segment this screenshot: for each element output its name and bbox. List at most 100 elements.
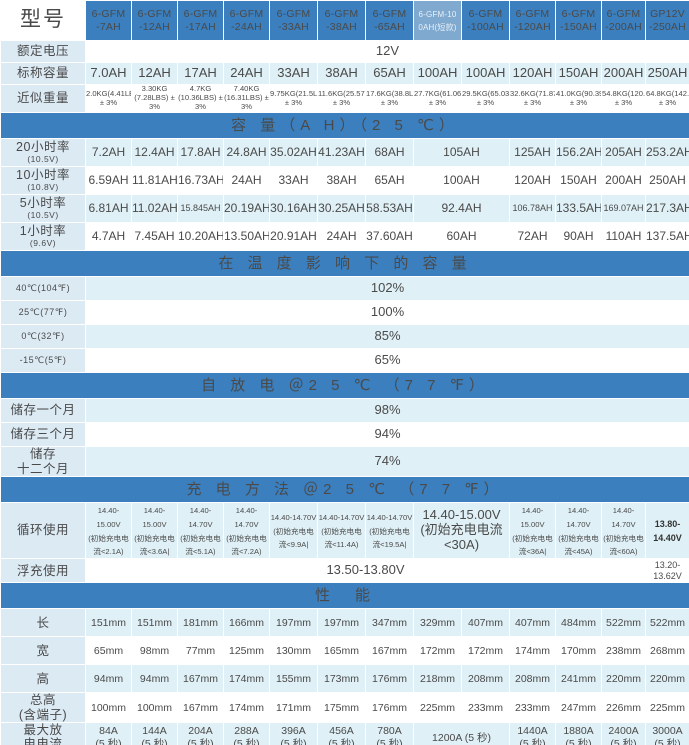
temperature-row-0: 40℃(104℉) 102%: [0, 276, 689, 301]
self-discharge-section-banner: 自 放 电 ＠2 5 ℃ （7 7 ℉）: [0, 372, 689, 399]
performance-cell-1-12: 268mm: [645, 636, 689, 666]
performance-cell-3-3: 174mm: [223, 692, 270, 723]
performance-cell-0-8: 407mm: [461, 608, 510, 638]
approx-weight-cell-8: 29.5KG(65.03LBS) ± 3%: [461, 84, 510, 113]
model-cell-10: 6-GFM -150AH: [555, 0, 602, 41]
capacity-cell-2-4: 30.16AH: [269, 194, 318, 223]
cycle-use-cell-1: 14.40-15.00V (初始充电电流<3.6A|: [131, 501, 178, 560]
nominal-capacity-label: 标称容量: [0, 62, 86, 85]
capacity-cell-1-8: 120AH: [509, 166, 556, 195]
performance-cell-3-5: 175mm: [317, 692, 366, 723]
capacity-cell-3-4: 20.91AH: [269, 222, 318, 251]
performance-cell-0-2: 181mm: [177, 608, 224, 638]
model-cell-5: 6-GFM -38AH: [317, 0, 366, 41]
max-discharge-cell-10: 2400A (5 秒): [601, 721, 646, 745]
performance-cell-2-8: 208mm: [461, 664, 510, 694]
capacity-cell-2-6: 58.53AH: [365, 194, 414, 223]
performance-section-banner: 性 能: [0, 582, 689, 610]
performance-cell-1-10: 170mm: [555, 636, 602, 666]
self-discharge-row-value-2: 74%: [85, 446, 689, 477]
float-use-main-value: 13.50-13.80V: [85, 558, 646, 584]
max-discharge-cell-4: 396A (5 秒): [269, 721, 318, 745]
performance-cell-0-0: 151mm: [85, 608, 132, 638]
max-discharge-cell-9: 1880A (5 秒): [555, 721, 602, 745]
capacity-row-label-0: 20小时率 (10.5V): [0, 138, 86, 167]
cycle-use-cell-0: 14.40-15.00V (初始充电电流<2.1A): [85, 501, 132, 560]
capacity-rows: 20小时率 (10.5V) 7.2AH 12.4AH 17.8AH 24.8AH 35.02…: [0, 138, 689, 251]
performance-cell-1-0: 65mm: [85, 636, 132, 666]
approx-weight-cell-11: 54.8KG(120.81LBS) ± 3%: [601, 84, 646, 113]
self-discharge-row-2: 储存 十二个月 74%: [0, 446, 689, 477]
max-discharge-cell-8: 1440A (5 秒): [509, 721, 556, 745]
capacity-cell-3-9: 90AH: [555, 222, 602, 251]
performance-cell-0-3: 166mm: [223, 608, 270, 638]
performance-cell-1-7: 172mm: [413, 636, 462, 666]
performance-cell-2-1: 94mm: [131, 664, 178, 694]
max-discharge-cell-5: 456A (5 秒): [317, 721, 366, 745]
performance-cell-2-12: 220mm: [645, 664, 689, 694]
capacity-cell-2-7: 92.4AH: [413, 194, 510, 223]
capacity-cell-3-3: 13.50AH: [223, 222, 270, 251]
temperature-row-1: 25℃(77℉) 100%: [0, 300, 689, 325]
capacity-cell-0-3: 24.8AH: [223, 138, 270, 167]
selfdischarge-banner-row: 自 放 电 ＠2 5 ℃ （7 7 ℉）: [0, 372, 689, 399]
nominal-capacity-cell-2: 17AH: [177, 62, 224, 85]
model-cell-0: 6-GFM -7AH: [85, 0, 132, 41]
performance-banner-row: 性 能: [0, 582, 689, 610]
capacity-row-2: 5小时率 (10.5V) 6.81AH 11.02AH 15.845AH 20.19AH 3…: [0, 194, 689, 223]
capacity-cell-3-7: 60AH: [413, 222, 510, 251]
capacity-cell-1-11: 250AH: [645, 166, 689, 195]
capacity-cell-1-5: 38AH: [317, 166, 366, 195]
capacity-cell-2-11: 217.3AH: [645, 194, 689, 223]
capacity-cell-2-10: 169.07AH: [601, 194, 646, 223]
capacity-cell-2-2: 15.845AH: [177, 194, 224, 223]
max-discharge-cell-1: 144A (5 秒): [131, 721, 178, 745]
max-discharge-label: 最大放 电电流: [0, 721, 86, 745]
capacity-cell-1-10: 200AH: [601, 166, 646, 195]
cycle-use-cell-9: 14.40-14.70V (初始充电电流<45A): [555, 501, 602, 560]
performance-cell-3-1: 100mm: [131, 692, 178, 723]
temperature-row-value-2: 85%: [85, 324, 689, 349]
nominal-capacity-cell-1: 12AH: [131, 62, 178, 85]
nominal-capacity-cell-11: 200AH: [601, 62, 646, 85]
capacity-cell-0-7: 105AH: [413, 138, 510, 167]
performance-cell-1-5: 165mm: [317, 636, 366, 666]
capacity-row-0: 20小时率 (10.5V) 7.2AH 12.4AH 17.8AH 24.8AH 35.02…: [0, 138, 689, 167]
performance-cell-2-10: 241mm: [555, 664, 602, 694]
capacity-cell-3-5: 24AH: [317, 222, 366, 251]
nominal-capacity-cell-0: 7.0AH: [85, 62, 132, 85]
nominal-capacity-cell-10: 150AH: [555, 62, 602, 85]
performance-cell-0-12: 522mm: [645, 608, 689, 638]
temperature-rows: 40℃(104℉) 102% 25℃(77℉) 100% 0℃(32℉) 85% -15℃(…: [0, 276, 689, 373]
cycle-use-cell-10: 14.40-14.70V (初始充电电流<60A): [601, 501, 646, 560]
max-discharge-cell-2: 204A (5 秒): [177, 721, 224, 745]
performance-cell-1-3: 125mm: [223, 636, 270, 666]
approx-weight-label: 近似重量: [0, 84, 86, 113]
max-discharge-cell-0: 84A (5 秒): [85, 721, 132, 745]
performance-cell-2-3: 174mm: [223, 664, 270, 694]
performance-row-label-3: 总高 (含端子): [0, 692, 86, 723]
capacity-cell-0-8: 125AH: [509, 138, 556, 167]
model-cell-12: GP12V -250AH: [645, 0, 689, 41]
float-use-label: 浮充使用: [0, 558, 86, 584]
capacity-row-label-1: 10小时率 (10.8V): [0, 166, 86, 195]
cycle-use-cell-2: 14.40-14.70V (初始充电电流<5.1A): [177, 501, 224, 560]
self-discharge-row-label-0: 储存一个月: [0, 398, 86, 423]
approx-weight-cell-10: 41.0KG(90.39LBS) ± 3%: [555, 84, 602, 113]
performance-cell-1-9: 174mm: [509, 636, 556, 666]
approx-weight-cell-4: 9.75KG(21.5LBS) ± 3%: [269, 84, 318, 113]
temperature-row-3: -15℃(5℉) 65%: [0, 348, 689, 373]
model-cell-9: 6-GFM -120AH: [509, 0, 556, 41]
performance-cell-3-8: 233mm: [461, 692, 510, 723]
capacity-row-label-2: 5小时率 (10.5V): [0, 194, 86, 223]
temperature-row-label-3: -15℃(5℉): [0, 348, 86, 373]
capacity-cell-1-6: 65AH: [365, 166, 414, 195]
performance-cell-0-6: 347mm: [365, 608, 414, 638]
capacity-cell-0-10: 205AH: [601, 138, 646, 167]
model-cell-2: 6-GFM -17AH: [177, 0, 224, 41]
temperature-banner-row: 在 温 度 影 响 下 的 容 量: [0, 250, 689, 277]
performance-cell-0-11: 522mm: [601, 608, 646, 638]
capacity-cell-2-9: 133.5AH: [555, 194, 602, 223]
self-discharge-row-value-1: 94%: [85, 422, 689, 447]
